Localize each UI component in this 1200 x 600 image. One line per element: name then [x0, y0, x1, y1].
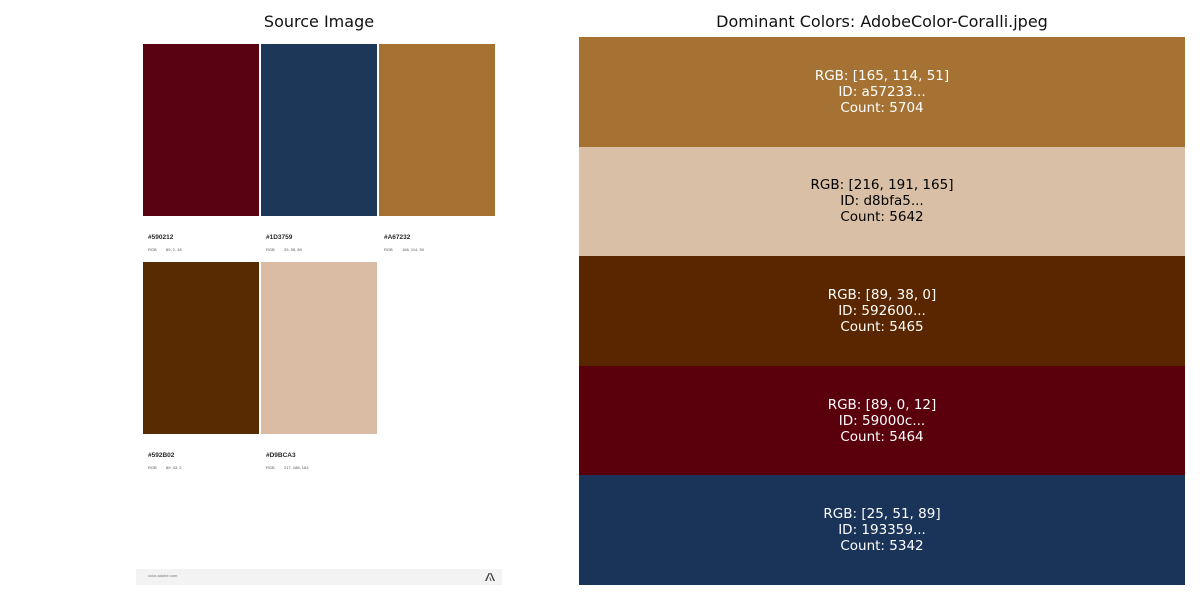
swatch-rgb-label: RGB	[148, 465, 157, 470]
swatch-hex-code: #592B02	[148, 452, 175, 459]
swatch-rgb-label: RGB	[266, 247, 275, 252]
color-band: RGB: [89, 38, 0] ID: 592600... Count: 54…	[579, 256, 1185, 366]
color-band: RGB: [216, 191, 165] ID: d8bfa5... Count…	[579, 146, 1185, 257]
swatch-rgb-value: 29, 55, 89	[284, 247, 302, 252]
color-count: Count: 5642	[840, 209, 924, 226]
swatch-rgb-line: RGB 29, 55, 89	[266, 247, 302, 252]
swatch-rgb-value: 166, 114, 50	[402, 247, 424, 252]
swatch-rgb-line: RGB 166, 114, 50	[384, 247, 424, 252]
swatch-card: #590212 RGB 89, 2, 18	[143, 44, 259, 252]
color-id: ID: 59000c...	[838, 412, 926, 429]
color-rgb: RGB: [25, 51, 89]	[823, 506, 941, 523]
swatch-color-block	[261, 262, 377, 434]
color-id: ID: 592600...	[838, 302, 926, 319]
swatch-rgb-line: RGB 89, 43, 2	[148, 465, 182, 470]
color-rgb: RGB: [216, 191, 165]	[810, 177, 954, 194]
swatch-card: #D9BCA3 RGB 217, 188, 163	[261, 262, 377, 470]
adobe-logo-icon	[485, 573, 495, 581]
color-band: RGB: [25, 51, 89] ID: 193359... Count: 5…	[579, 475, 1185, 585]
source-image-title: Source Image	[263, 12, 375, 31]
swatch-hex-code: #590212	[148, 234, 174, 241]
swatch-card: #A67232 RGB 166, 114, 50	[379, 44, 495, 252]
color-count: Count: 5342	[840, 538, 924, 555]
swatch-rgb-label: RGB	[384, 247, 393, 252]
color-id: ID: 193359...	[838, 522, 926, 539]
swatch-color-block	[261, 44, 377, 216]
color-band: RGB: [165, 114, 51] ID: a57233... Count:…	[579, 37, 1185, 147]
color-id: ID: d8bfa5...	[840, 193, 924, 210]
color-band-text: RGB: [216, 191, 165] ID: d8bfa5... Count…	[811, 177, 954, 225]
color-band-text: RGB: [89, 0, 12] ID: 59000c... Count: 54…	[828, 397, 937, 445]
swatch-hex-code: #1D3759	[266, 234, 293, 241]
footer-url: color.adobe.com	[148, 573, 178, 578]
dominant-colors-panel: RGB: [165, 114, 51] ID: a57233... Count:…	[579, 37, 1185, 585]
swatch-rgb-value: 217, 188, 163	[284, 465, 309, 470]
color-count: Count: 5464	[840, 428, 924, 445]
color-band-text: RGB: [165, 114, 51] ID: a57233... Count:…	[815, 68, 949, 116]
color-rgb: RGB: [89, 38, 0]	[827, 286, 937, 303]
color-count: Count: 5704	[840, 99, 924, 116]
color-band: RGB: [89, 0, 12] ID: 59000c... Count: 54…	[579, 365, 1185, 476]
color-id: ID: a57233...	[838, 83, 926, 100]
swatch-hex-code: #D9BCA3	[266, 452, 296, 459]
dominant-colors-title: Dominant Colors: AdobeColor-Coralli.jpeg	[716, 12, 1048, 31]
color-band-text: RGB: [25, 51, 89] ID: 193359... Count: 5…	[823, 506, 940, 554]
color-count: Count: 5465	[840, 318, 924, 335]
swatch-rgb-value: 89, 2, 18	[166, 247, 182, 252]
swatch-color-block	[143, 44, 259, 216]
swatch-card: #592B02 RGB 89, 43, 2	[143, 262, 259, 470]
color-band-text: RGB: [89, 38, 0] ID: 592600... Count: 54…	[828, 287, 937, 335]
swatch-rgb-label: RGB	[148, 247, 157, 252]
swatch-rgb-line: RGB 217, 188, 163	[266, 465, 308, 470]
swatch-rgb-line: RGB 89, 2, 18	[148, 247, 182, 252]
swatch-rgb-value: 89, 43, 2	[166, 465, 182, 470]
swatch-color-block	[379, 44, 495, 216]
source-image: #590212 RGB 89, 2, 18 #1D3759 RGB 29, 55, …	[136, 37, 502, 585]
swatch-rgb-label: RGB	[266, 465, 275, 470]
color-rgb: RGB: [165, 114, 51]	[814, 67, 950, 84]
swatch-color-block	[143, 262, 259, 434]
color-rgb: RGB: [89, 0, 12]	[827, 396, 937, 413]
document-footer: color.adobe.com	[136, 569, 502, 585]
swatch-card: #1D3759 RGB 29, 55, 89	[261, 44, 377, 252]
swatch-hex-code: #A67232	[384, 234, 411, 241]
